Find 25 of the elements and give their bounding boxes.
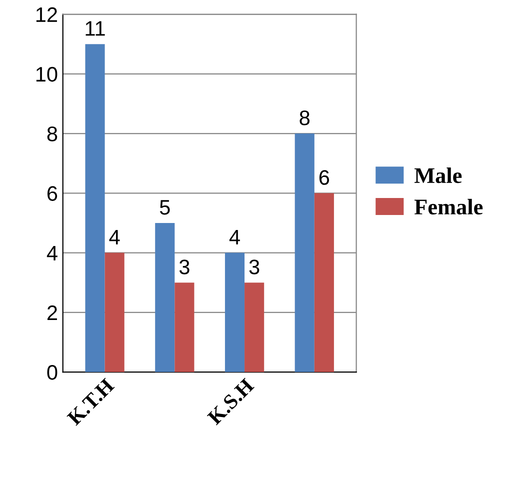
y-tick-label: 0 [47, 365, 58, 380]
bar [244, 282, 264, 372]
data-label: 11 [86, 21, 105, 36]
data-label: 3 [179, 260, 190, 274]
bar [314, 193, 334, 372]
bar [85, 44, 105, 372]
y-tick-label: 6 [47, 186, 58, 201]
y-tick-label: 4 [46, 246, 58, 260]
data-label: 3 [249, 260, 260, 274]
bar [294, 134, 314, 372]
data-label: 6 [319, 170, 330, 185]
legend-label: Female [414, 198, 483, 215]
data-label: 4 [229, 230, 240, 244]
y-tick-label: 12 [36, 7, 57, 22]
bar [155, 222, 175, 372]
y-tick-label: 8 [47, 126, 58, 142]
legend-label: Male [414, 167, 462, 184]
bar [174, 282, 194, 372]
bar [224, 252, 245, 372]
data-label: 8 [300, 110, 310, 126]
data-label: 4 [109, 230, 120, 244]
y-tick-label: 2 [47, 305, 57, 320]
y-tick-label: 10 [36, 66, 58, 82]
data-label: 5 [160, 200, 170, 215]
bar [104, 252, 124, 372]
